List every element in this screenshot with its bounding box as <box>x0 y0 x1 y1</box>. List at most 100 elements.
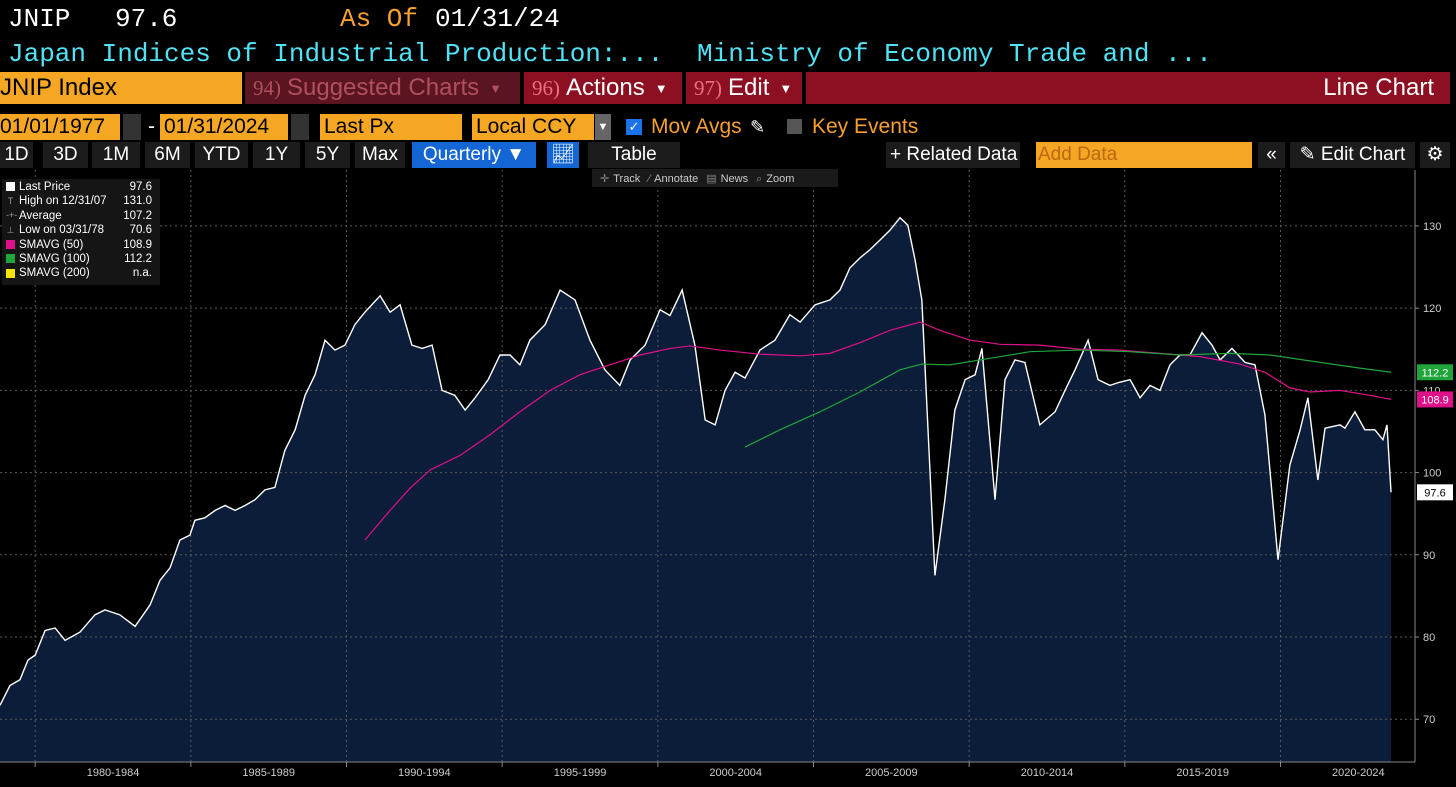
add-data[interactable]: Add Data <box>1036 142 1252 168</box>
dropdown[interactable]: ▼ <box>595 114 611 140</box>
legend-label: SMAVG (50) <box>19 238 84 251</box>
mov-avgs[interactable]: Mov Avgs <box>651 115 742 138</box>
edit-chart[interactable]: ✎ Edit Chart <box>1290 142 1415 168</box>
legend-label: Last Price <box>19 181 71 193</box>
x-tick-label: 2010-2014 <box>1021 767 1074 779</box>
frequency-label: Quarterly <box>422 144 502 165</box>
related-data[interactable]: + Related Data <box>886 142 1020 168</box>
legend-entry: Last Price 97.6 <box>6 180 156 194</box>
menu-number: 96) <box>532 76 560 100</box>
dropdown-arrow: ▼ <box>779 80 793 96</box>
pencil-icon[interactable]: ✎ <box>750 117 766 137</box>
period-button[interactable]: 5Y <box>305 142 350 168</box>
menu-button[interactable]: 94) Suggested Charts ▼ <box>245 72 520 104</box>
menu-number: 97) <box>694 76 722 100</box>
x-tick-label: 1980-1984 <box>87 767 140 779</box>
legend-swatch: -+- <box>6 210 18 221</box>
gear-icon[interactable]: ⚙ <box>1420 142 1450 168</box>
y-tick-label: 120 <box>1423 303 1441 315</box>
legend-value: 112.2 <box>124 252 152 265</box>
price-area <box>0 217 1392 762</box>
key-events[interactable]: Key Events <box>812 115 919 138</box>
collapse-icon[interactable]: « <box>1258 142 1285 168</box>
tool-label: Track <box>613 173 641 185</box>
period-button[interactable]: YTD <box>195 142 248 168</box>
line-icon[interactable]: 📈︎ <box>547 142 579 168</box>
currency[interactable]: Local CCY <box>472 114 594 140</box>
legend-entry: SMAVG (50) 108.9 <box>6 238 156 252</box>
x-tick-label: 1990-1994 <box>398 767 451 779</box>
legend-swatch <box>6 254 15 264</box>
description: Japan Indices of Industrial Production:.… <box>8 39 664 69</box>
last-value-tag <box>1417 391 1453 408</box>
y-tick-label: 130 <box>1423 221 1441 233</box>
legend-value: 108.9 <box>123 238 152 251</box>
x-tick-label: 2005-2009 <box>865 767 918 779</box>
period-button[interactable]: 1M <box>92 142 140 168</box>
frequency[interactable]: Quarterly ▼ <box>412 142 536 168</box>
tool-icon: ⁄ <box>648 173 651 185</box>
period-button[interactable]: 3D <box>43 142 88 168</box>
table-button[interactable]: Table <box>588 142 680 168</box>
chart-tool[interactable]: ✛ Track <box>600 173 640 185</box>
period-button[interactable]: Max <box>355 142 405 168</box>
menu-button[interactable]: 96) Actions ▼ <box>524 72 682 104</box>
period-button[interactable]: 1Y <box>253 142 300 168</box>
last-value-tag <box>1417 484 1453 501</box>
menu-label: Suggested Charts <box>287 74 480 101</box>
edit-chart-label: Edit Chart <box>1320 144 1406 165</box>
moving-average-line <box>744 349 1392 448</box>
last-value-label: 108.9 <box>1421 394 1449 406</box>
legend-entry: SMAVG (200) n.a. <box>6 266 156 280</box>
chart-tools: ✛ Track ⁄ Annotate ▤ News ⌕ Zoom <box>592 169 838 187</box>
security[interactable]: JNIP Index <box>0 72 242 104</box>
legend-entry: -+- Average 107.2 <box>6 209 156 223</box>
legend-value: 97.6 <box>129 181 152 193</box>
x-tick-label: 2000-2004 <box>709 767 762 779</box>
legend-value: n.a. <box>132 267 152 280</box>
x-tick-label: 1985-1989 <box>242 767 295 779</box>
period-button[interactable]: 1D <box>0 142 33 168</box>
legend-swatch <box>6 240 15 250</box>
legend-label: SMAVG (200) <box>19 267 90 280</box>
period-button[interactable]: 6M <box>145 142 190 168</box>
as-of-date: 01/31/24 <box>435 4 560 34</box>
chart-kind[interactable]: Line Chart <box>806 72 1450 104</box>
menu-button[interactable]: 97) Edit ▼ <box>686 72 802 104</box>
start-date[interactable]: 01/01/1977 <box>0 114 120 140</box>
menu-label: Edit <box>728 74 770 101</box>
legend-value: 70.6 <box>129 224 152 237</box>
chart-tool[interactable]: ⌕ Zoom <box>756 173 794 185</box>
tool-icon: ✛ <box>600 173 610 185</box>
checkbox[interactable]: ✓ <box>626 119 642 135</box>
legend-swatch <box>6 182 15 192</box>
legend-label: Average <box>19 209 62 222</box>
y-tick-label: 80 <box>1423 632 1435 644</box>
y-tick-label: 90 <box>1423 550 1435 562</box>
menu-number: 94) <box>253 76 281 100</box>
checkbox[interactable] <box>787 119 802 134</box>
last-value-label: 112.2 <box>1422 367 1449 379</box>
field[interactable]: Last Px <box>320 114 462 140</box>
chart-tool[interactable]: ▤ News <box>706 173 748 185</box>
ticker: JNIP <box>8 4 71 34</box>
legend-label: SMAVG (100) <box>19 252 90 265</box>
legend-swatch: ⊥ <box>6 224 15 235</box>
tool-icon: ▤ <box>706 173 717 185</box>
menu-label: Actions <box>566 74 645 101</box>
tool-label: Annotate <box>654 173 699 185</box>
tool-icon: ⌕ <box>756 173 763 185</box>
legend-entry: T High on 12/31/07 131.0 <box>6 194 156 208</box>
calendar-icon[interactable] <box>123 114 141 140</box>
legend-entry: SMAVG (100) 112.2 <box>6 252 156 266</box>
legend-swatch <box>6 268 15 278</box>
calendar-icon[interactable] <box>291 114 309 140</box>
end-date[interactable]: 01/31/2024 <box>160 114 288 140</box>
tool-label: Zoom <box>766 173 795 185</box>
chart-tool[interactable]: ⁄ Annotate <box>648 173 698 185</box>
x-tick-label: 2020-2024 <box>1332 767 1385 779</box>
dropdown-arrow: ▼ <box>654 80 668 96</box>
pencil-icon: ✎ <box>1299 144 1321 165</box>
